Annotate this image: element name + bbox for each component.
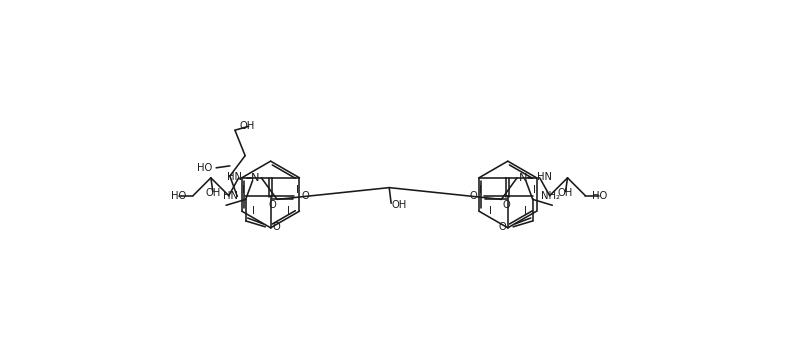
Text: O: O	[268, 200, 276, 210]
Text: I: I	[480, 185, 482, 195]
Text: N: N	[519, 173, 527, 183]
Text: O: O	[503, 200, 510, 210]
Text: I: I	[296, 185, 299, 195]
Text: O: O	[272, 222, 280, 232]
Text: I: I	[251, 206, 255, 216]
Text: OH: OH	[391, 200, 406, 210]
Text: O: O	[499, 222, 506, 232]
Text: OH: OH	[205, 189, 220, 198]
Text: HO: HO	[197, 163, 212, 173]
Text: HN: HN	[537, 172, 551, 182]
Text: HN: HN	[223, 191, 239, 201]
Text: O: O	[470, 191, 477, 201]
Text: O: O	[301, 191, 309, 201]
Text: I: I	[243, 185, 245, 195]
Text: I: I	[286, 206, 290, 216]
Text: OH: OH	[240, 121, 255, 131]
Text: HN: HN	[227, 172, 242, 182]
Text: HO: HO	[592, 191, 607, 201]
Text: HO: HO	[171, 191, 186, 201]
Text: I: I	[524, 206, 527, 216]
Text: I: I	[488, 206, 492, 216]
Text: I: I	[533, 185, 536, 195]
Text: OH: OH	[558, 189, 573, 198]
Text: N: N	[251, 173, 259, 183]
Text: NH₂: NH₂	[541, 191, 560, 201]
